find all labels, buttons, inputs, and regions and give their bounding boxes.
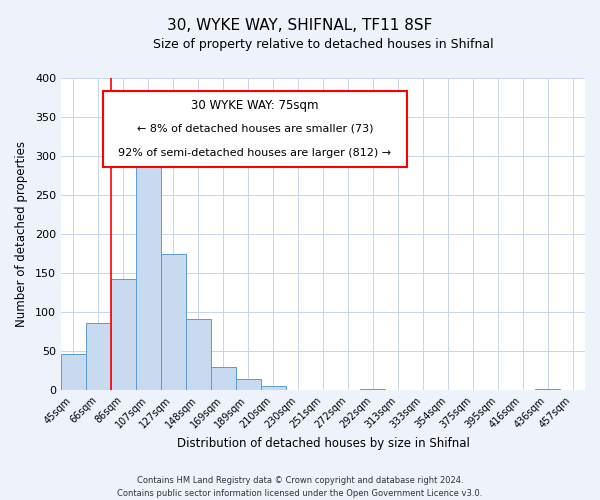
Bar [61,354,86,390]
Text: ← 8% of detached houses are smaller (73): ← 8% of detached houses are smaller (73) [137,124,373,134]
Text: Contains HM Land Registry data © Crown copyright and database right 2024.
Contai: Contains HM Land Registry data © Crown c… [118,476,482,498]
X-axis label: Distribution of detached houses by size in Shifnal: Distribution of detached houses by size … [176,437,469,450]
Bar [111,278,136,390]
FancyBboxPatch shape [103,90,407,167]
Y-axis label: Number of detached properties: Number of detached properties [15,141,28,327]
Bar [136,160,161,390]
Bar [260,386,286,390]
Bar [86,323,111,390]
Text: 30, WYKE WAY, SHIFNAL, TF11 8SF: 30, WYKE WAY, SHIFNAL, TF11 8SF [167,18,433,32]
Text: 92% of semi-detached houses are larger (812) →: 92% of semi-detached houses are larger (… [118,148,391,158]
Bar [535,388,560,390]
Bar [186,319,211,390]
Bar [211,367,236,390]
Title: Size of property relative to detached houses in Shifnal: Size of property relative to detached ho… [152,38,493,51]
Bar [161,254,186,390]
Bar [361,388,385,390]
Text: 30 WYKE WAY: 75sqm: 30 WYKE WAY: 75sqm [191,100,319,112]
Bar [236,380,260,390]
